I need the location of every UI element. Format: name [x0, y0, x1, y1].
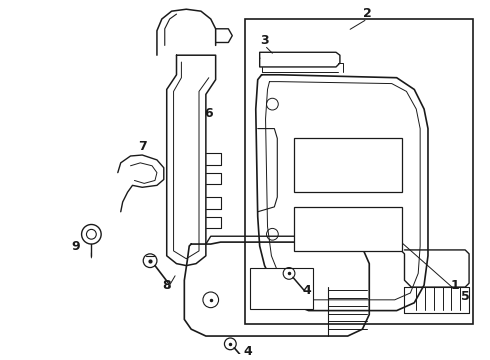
Text: 4: 4 — [244, 345, 252, 358]
Bar — [294, 138, 402, 192]
Bar — [250, 267, 314, 309]
Bar — [294, 207, 402, 251]
Text: 2: 2 — [363, 6, 372, 20]
Text: 3: 3 — [260, 34, 269, 47]
Text: 6: 6 — [204, 107, 213, 120]
Text: 1: 1 — [451, 279, 460, 292]
Text: 4: 4 — [302, 284, 311, 297]
Text: 7: 7 — [138, 140, 147, 153]
Text: 9: 9 — [72, 239, 80, 252]
Text: 5: 5 — [461, 291, 469, 303]
Text: 8: 8 — [162, 279, 171, 292]
Bar — [245, 19, 473, 324]
